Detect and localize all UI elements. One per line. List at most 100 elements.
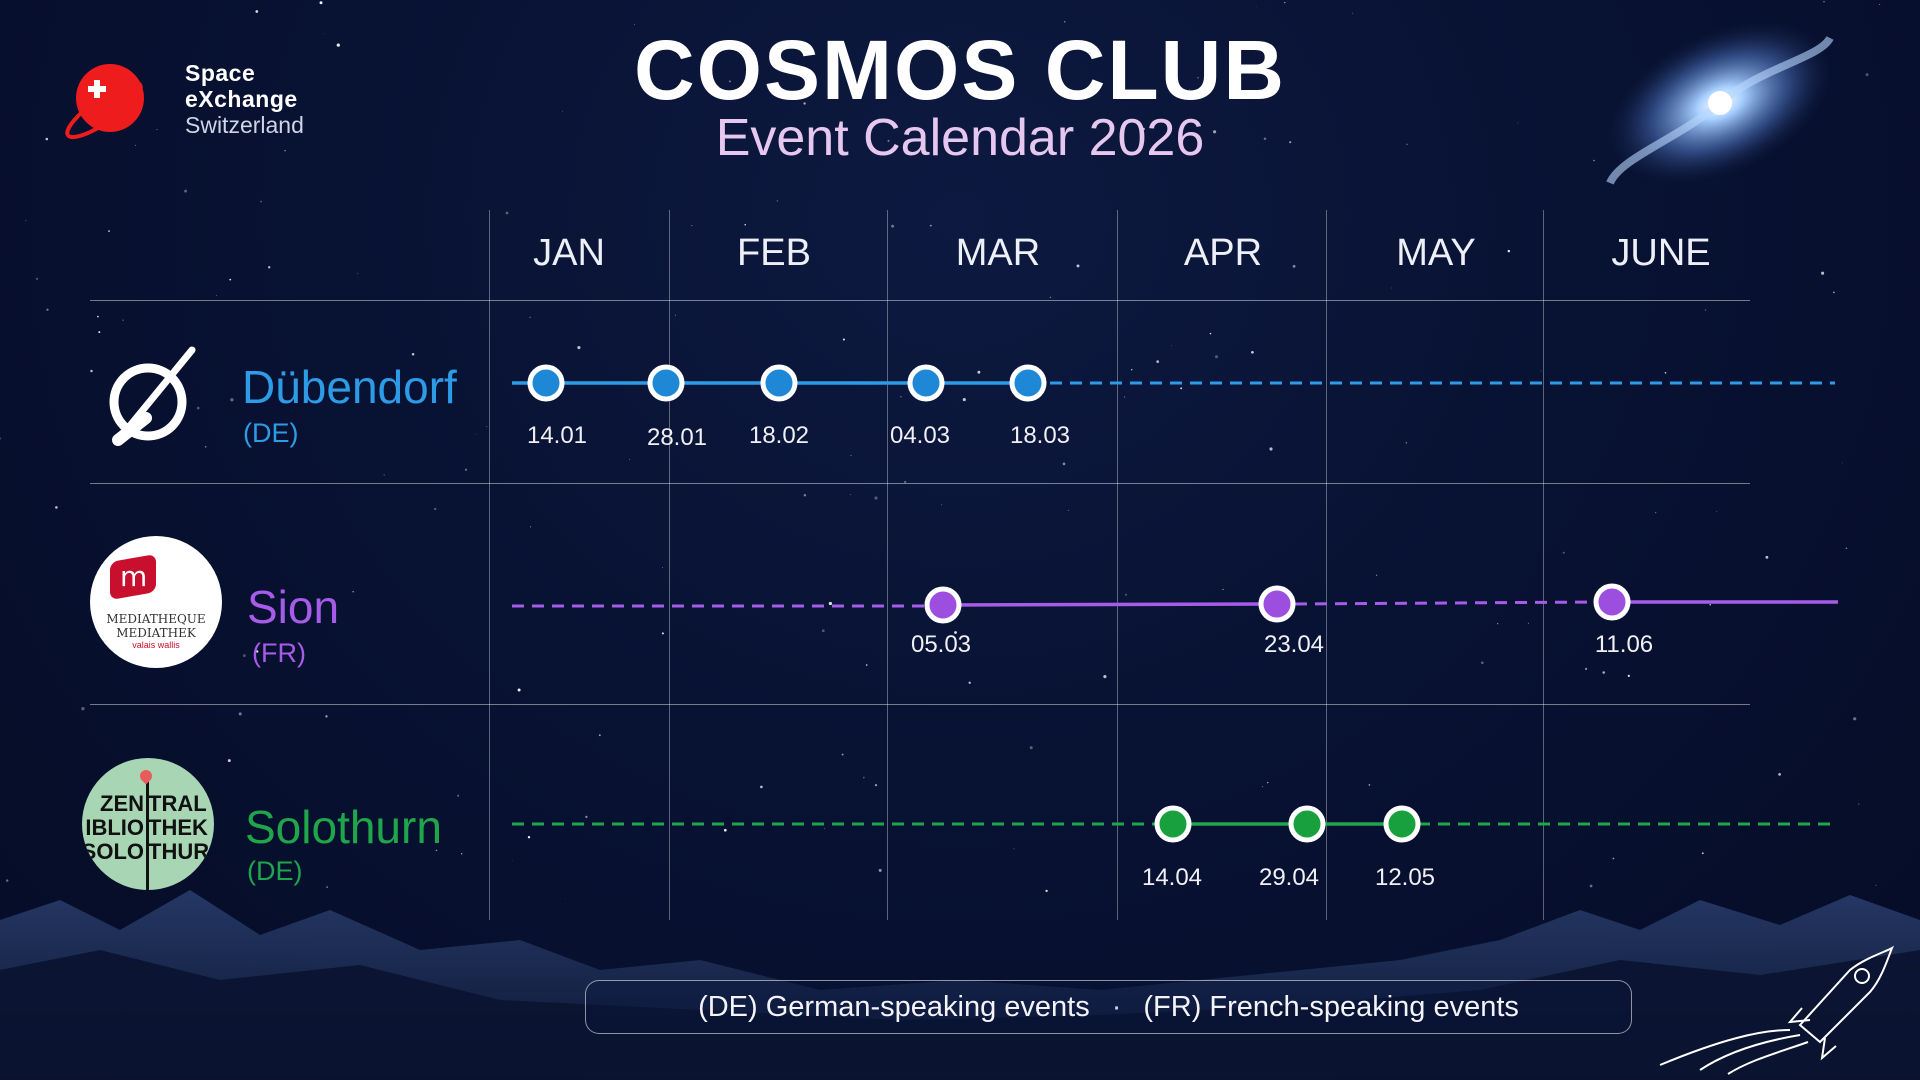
star <box>457 794 460 797</box>
zb-text-3: IBLIO <box>85 815 144 840</box>
header-divider <box>90 300 1750 301</box>
grid-line-apr <box>1117 210 1118 920</box>
star <box>1654 511 1657 514</box>
lang-sion: (FR) <box>252 638 306 668</box>
lang-dubendorf: (DE) <box>243 418 299 448</box>
star <box>1391 287 1393 289</box>
line-sion-solid-1 <box>942 602 1278 607</box>
star <box>1701 852 1704 855</box>
star <box>1375 574 1378 576</box>
star <box>215 294 217 296</box>
star <box>97 315 99 318</box>
grid-line-june <box>1543 210 1544 920</box>
star <box>862 776 865 779</box>
star <box>196 406 200 410</box>
star <box>527 836 531 839</box>
line-sion-dashed-mid <box>1294 600 1598 606</box>
star <box>744 223 746 226</box>
star <box>1269 447 1273 451</box>
date-dubendorf-1: 14.01 <box>526 422 588 449</box>
date-dubendorf-2: 28.01 <box>646 424 708 451</box>
date-dubendorf-3: 18.02 <box>748 422 810 449</box>
star <box>0 437 2 440</box>
star <box>1013 848 1015 850</box>
star <box>1029 746 1033 750</box>
star <box>1821 271 1825 275</box>
month-june: JUNE <box>1611 232 1711 274</box>
star <box>1704 309 1707 311</box>
star <box>90 369 93 373</box>
event-dot-1-2 <box>647 364 685 402</box>
zb-text-4: THEK <box>148 815 208 840</box>
star <box>1406 143 1408 145</box>
star <box>1251 350 1254 354</box>
star <box>1124 396 1126 398</box>
star <box>661 632 664 635</box>
language-legend: (DE) German-speaking events · (FR) French-… <box>585 980 1632 1034</box>
star <box>565 898 566 900</box>
star <box>1841 462 1843 464</box>
star <box>98 331 101 334</box>
star <box>511 860 513 862</box>
star <box>842 338 845 341</box>
row-divider-2 <box>90 704 1750 705</box>
month-may: MAY <box>1396 232 1476 274</box>
logo-line-space: Space <box>185 60 256 86</box>
star <box>1778 773 1781 776</box>
grid-line-jan <box>489 210 490 920</box>
legend-separator: · <box>1111 991 1122 1023</box>
star <box>1213 130 1217 134</box>
event-dot-1-4 <box>907 364 945 402</box>
star <box>962 398 966 402</box>
star <box>1142 127 1145 131</box>
zb-text-1: ZEN <box>100 791 144 816</box>
star <box>46 308 49 311</box>
star <box>1765 555 1769 559</box>
event-dot-1-5 <box>1009 364 1047 402</box>
star <box>941 504 943 506</box>
star <box>1267 781 1269 784</box>
star <box>35 277 39 280</box>
star <box>760 785 763 789</box>
city-sion: Sion <box>247 581 340 633</box>
event-dot-2-1 <box>924 586 962 624</box>
event-dot-2-3 <box>1593 583 1631 621</box>
star <box>1612 857 1615 860</box>
star <box>577 346 581 350</box>
star <box>1845 547 1848 550</box>
red-planet-swiss-cross-icon <box>65 64 144 140</box>
orbit-slash-icon <box>109 346 196 446</box>
star <box>434 507 437 511</box>
star <box>1405 442 1407 444</box>
star <box>255 10 259 13</box>
event-dot-3-2 <box>1288 805 1326 843</box>
star <box>1507 249 1511 253</box>
logo-line-exchange: eXchange <box>185 86 298 112</box>
star <box>411 352 415 356</box>
star <box>1256 6 1257 8</box>
star <box>529 316 531 319</box>
star <box>260 200 263 203</box>
star <box>486 426 488 428</box>
month-feb: FEB <box>737 232 811 274</box>
star <box>1716 511 1718 513</box>
star <box>691 224 693 227</box>
star <box>1562 551 1565 554</box>
star <box>803 494 807 497</box>
star <box>530 526 532 528</box>
star <box>585 815 588 819</box>
star <box>1261 786 1264 788</box>
star <box>651 93 654 96</box>
star <box>517 688 521 692</box>
star <box>723 828 727 832</box>
star <box>1215 355 1218 359</box>
star <box>319 1 323 5</box>
star <box>227 759 231 763</box>
star <box>326 886 329 889</box>
star <box>1589 884 1593 888</box>
grid-line-mar <box>887 210 888 920</box>
month-jan: JAN <box>533 232 605 274</box>
star <box>1171 345 1172 347</box>
row-divider-1 <box>90 483 1750 484</box>
city-solothurn: Solothurn <box>245 801 442 853</box>
